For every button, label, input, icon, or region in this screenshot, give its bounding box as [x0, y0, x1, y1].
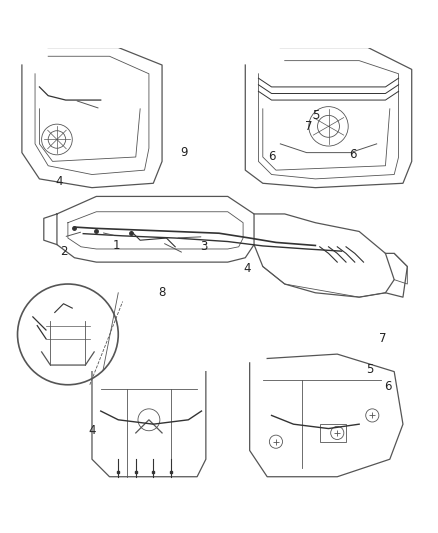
Text: 7: 7 [379, 332, 387, 345]
Bar [320, 424, 346, 442]
Text: 2: 2 [60, 245, 67, 257]
Text: 6: 6 [349, 148, 357, 161]
Text: 3: 3 [200, 240, 207, 253]
Text: 4: 4 [88, 424, 96, 437]
Text: 5: 5 [367, 363, 374, 376]
Text: 7: 7 [305, 120, 313, 133]
Text: 9: 9 [180, 146, 188, 159]
Text: 4: 4 [55, 175, 63, 188]
Text: 5: 5 [312, 109, 319, 122]
Text: 6: 6 [268, 150, 276, 164]
Text: 6: 6 [384, 381, 392, 393]
Text: 4: 4 [244, 262, 251, 275]
Text: 8: 8 [159, 286, 166, 300]
Text: 1: 1 [112, 239, 120, 252]
